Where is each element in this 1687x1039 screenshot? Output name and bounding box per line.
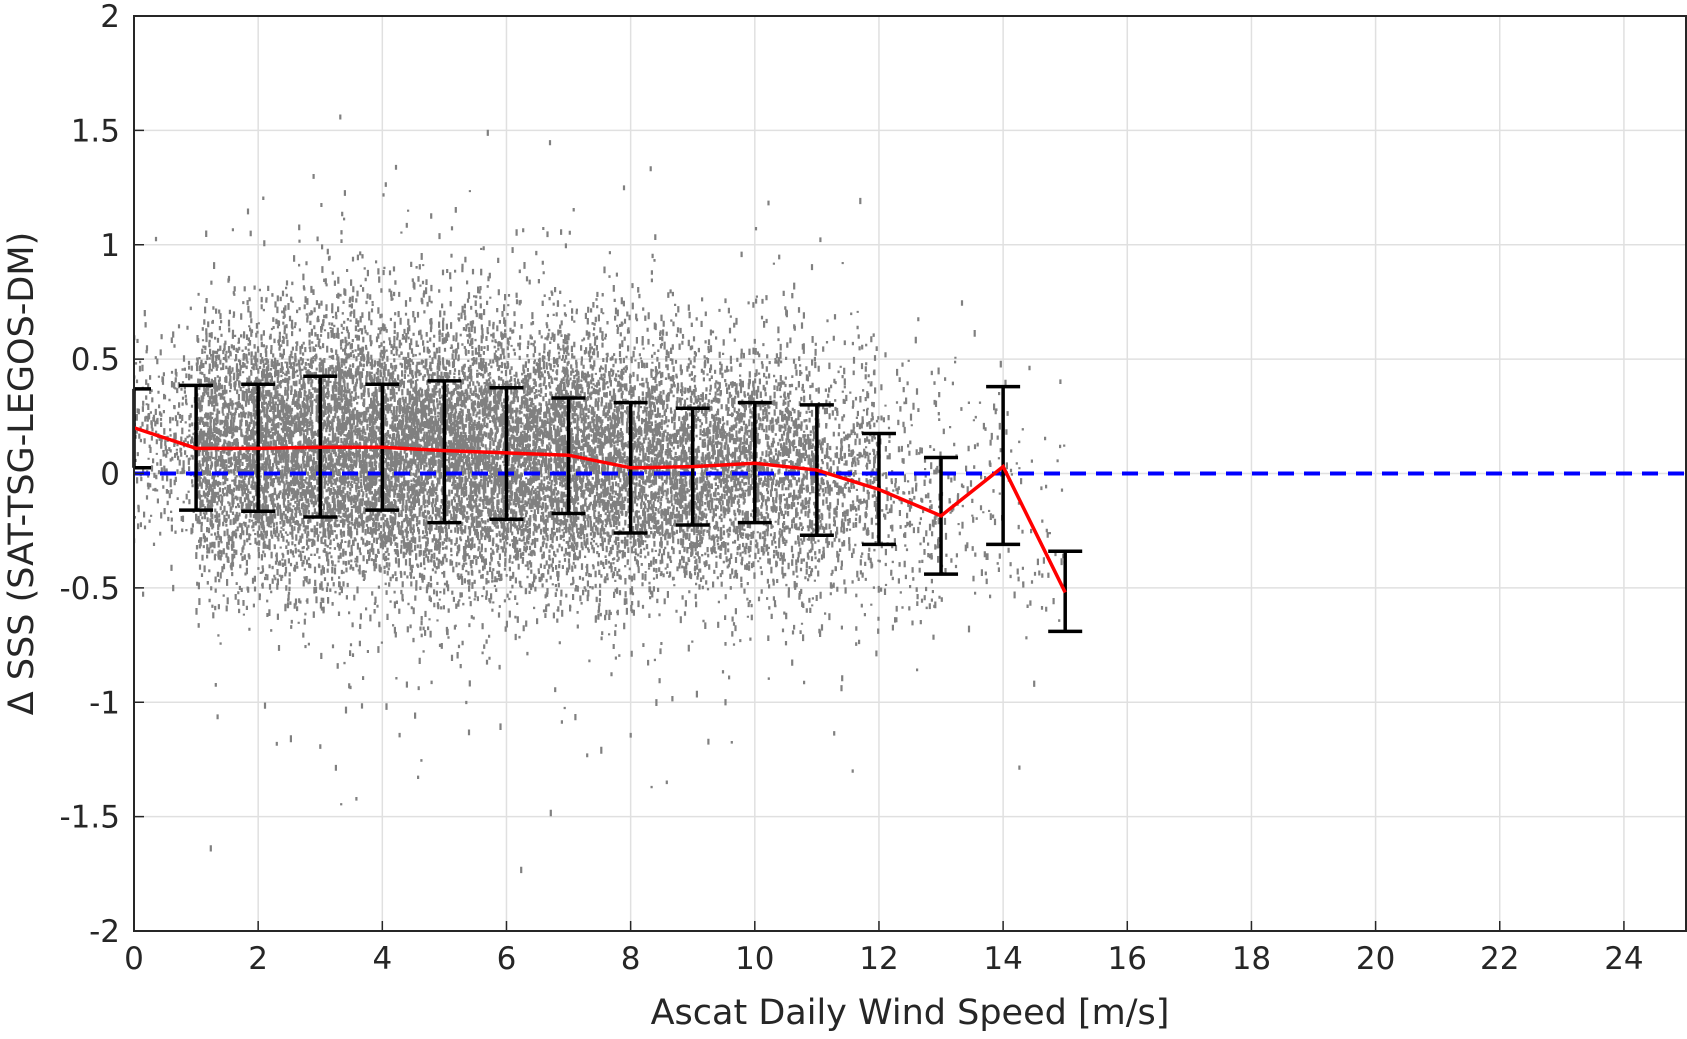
x-tick-label: 6: [497, 941, 517, 977]
x-tick-label: 12: [859, 941, 898, 977]
x-tick-label: 22: [1480, 941, 1519, 977]
y-tick-label: 0.5: [71, 342, 120, 378]
tick-labels: 0 2 4 6 8 10 12 14 16 18 20 22 24-2-1.5-1-0.500.511.…: [60, 0, 1644, 977]
x-tick-label: 8: [621, 941, 641, 977]
y-tick-label: -0.5: [60, 571, 121, 607]
y-tick-label: 1.5: [71, 113, 120, 149]
x-tick-label: 10: [735, 941, 774, 977]
x-tick-label: 24: [1604, 941, 1643, 977]
y-axis-label: Δ SSS (SAT-TSG-LEGOS-DM): [2, 232, 42, 715]
x-tick-label: 14: [983, 941, 1022, 977]
y-tick-label: -1: [89, 685, 120, 721]
mean-line-path: [133, 426, 1067, 594]
scatter-bin: [443, 129, 508, 736]
x-tick-label: 0: [124, 941, 144, 977]
scatter-bin: [381, 164, 446, 779]
scatter-bin: [691, 251, 756, 745]
x-tick-label: 2: [248, 941, 268, 977]
y-tick-label: 1: [100, 228, 120, 264]
x-axis-label: Ascat Daily Wind Speed [m/s]: [651, 993, 1170, 1033]
x-tick-label: 16: [1108, 941, 1147, 977]
y-tick-label: -1.5: [60, 800, 121, 836]
x-tick-label: 20: [1356, 941, 1395, 977]
y-tick-label: -2: [89, 914, 120, 950]
y-tick-label: 0: [100, 457, 120, 493]
mean-line: [133, 426, 1067, 594]
x-tick-label: 18: [1232, 941, 1271, 977]
y-tick-label: 2: [100, 0, 120, 35]
x-tick-label: 4: [372, 941, 392, 977]
